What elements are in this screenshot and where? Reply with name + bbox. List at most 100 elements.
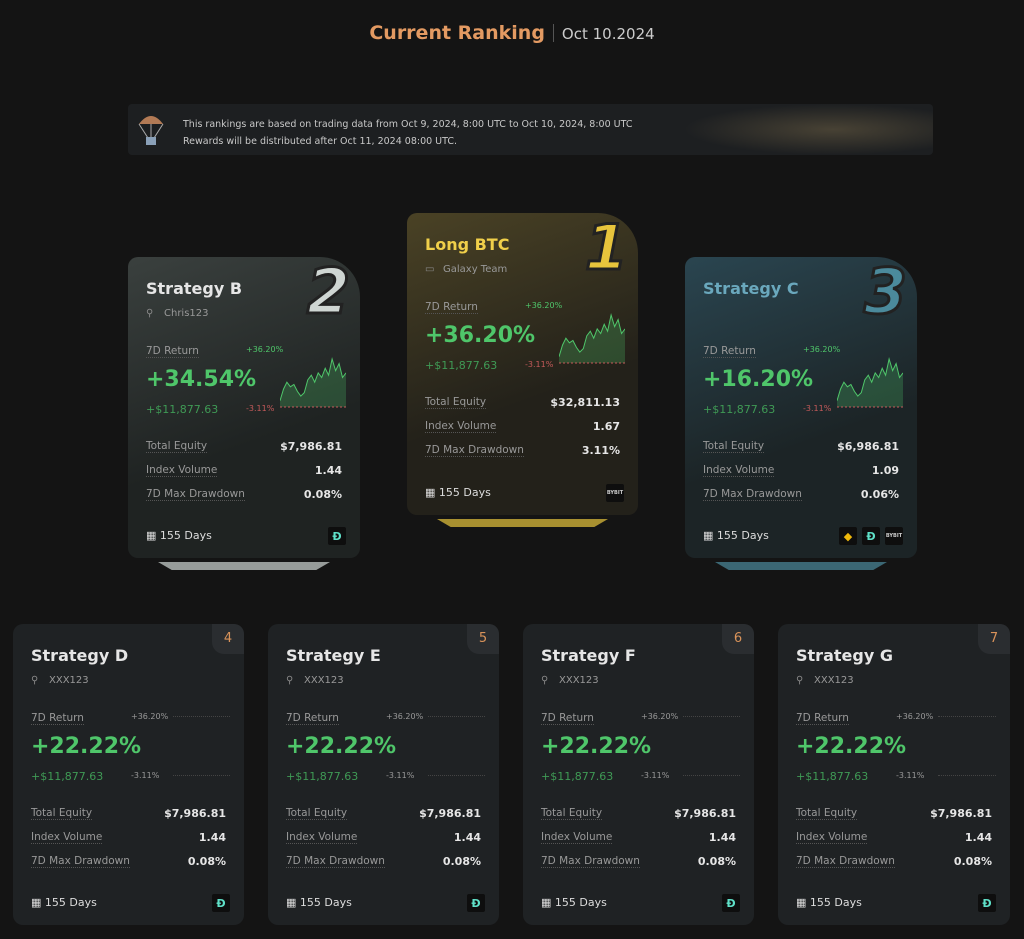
equity-value: $7,986.81 [280, 440, 342, 453]
user-icon: ⚲ [146, 308, 154, 319]
chart-high-label: +36.20% [896, 712, 934, 721]
drawdown-value: 0.08% [442, 855, 481, 868]
calendar-icon: ▦ [541, 896, 555, 909]
ranking-date: Oct 10.2024 [561, 25, 655, 43]
volume-value: 1.44 [453, 831, 481, 844]
d-coin-icon[interactable]: Đ [328, 527, 346, 545]
volume-label[interactable]: Index Volume [31, 831, 103, 844]
chart-low-label: -3.11% [525, 360, 554, 369]
running-days: ▦ 155 Days [541, 896, 607, 909]
drawdown-label[interactable]: 7D Max Drawdown [703, 488, 802, 501]
podium-base [158, 562, 330, 570]
d-coin-icon[interactable]: Đ [467, 894, 485, 912]
days-value: 155 Days [554, 896, 607, 909]
podium-base [715, 562, 887, 570]
drawdown-label[interactable]: 7D Max Drawdown [146, 488, 245, 501]
rank-number: 3 [862, 254, 908, 330]
volume-label[interactable]: Index Volume [286, 831, 358, 844]
strategy-name: Long BTC [425, 235, 510, 254]
strategy-card[interactable]: 3 Strategy C 7D Return +16.20% +$11,877.63… [685, 254, 917, 570]
chart-low-line [428, 775, 485, 776]
return-label[interactable]: 7D Return [31, 712, 84, 725]
drawdown-value: 3.11% [581, 444, 620, 457]
owner-name: XXX123 [814, 675, 854, 686]
pnl-value: +$11,877.63 [541, 770, 614, 783]
return-label[interactable]: 7D Return [425, 301, 478, 314]
return-label[interactable]: 7D Return [286, 712, 339, 725]
drawdown-label[interactable]: 7D Max Drawdown [286, 855, 385, 868]
return-sparkline [280, 357, 346, 408]
strategy-owner: ⚲ Chris123 [146, 308, 209, 319]
equity-label[interactable]: Total Equity [425, 396, 487, 409]
pnl-value: +$11,877.63 [286, 770, 359, 783]
exchange-list: BYBIT [606, 484, 624, 502]
d-coin-icon[interactable]: Đ [722, 894, 740, 912]
volume-label[interactable]: Index Volume [146, 464, 218, 477]
chart-high-line [683, 716, 740, 717]
volume-value: 1.44 [708, 831, 736, 844]
volume-value: 1.44 [964, 831, 992, 844]
volume-label[interactable]: Index Volume [796, 831, 868, 844]
return-label[interactable]: 7D Return [541, 712, 594, 725]
chart-low-label: -3.11% [803, 404, 832, 413]
return-value: +22.22% [796, 734, 907, 759]
return-sparkline [837, 357, 903, 408]
banner-line-1: This rankings are based on trading data … [183, 119, 633, 130]
chart-low-label: -3.11% [246, 404, 275, 413]
strategy-card[interactable]: 6 Strategy F ⚲ XXX123 7D Return +22.22% +$11… [523, 624, 754, 925]
equity-label[interactable]: Total Equity [703, 440, 765, 453]
return-label[interactable]: 7D Return [796, 712, 849, 725]
return-value: +34.54% [146, 367, 257, 392]
pnl-value: +$11,877.63 [703, 403, 776, 416]
equity-label[interactable]: Total Equity [31, 807, 93, 820]
drawdown-label[interactable]: 7D Max Drawdown [31, 855, 130, 868]
strategy-name: Strategy F [541, 646, 636, 665]
owner-name: XXX123 [49, 675, 89, 686]
exchange-list: Đ [722, 894, 740, 912]
strategy-name: Strategy B [146, 279, 243, 298]
calendar-icon: ▦ [286, 896, 300, 909]
calendar-icon: ▦ [796, 896, 810, 909]
strategy-owner: ▭ Galaxy Team [425, 264, 507, 275]
chart-low-label: -3.11% [131, 771, 160, 780]
equity-label[interactable]: Total Equity [286, 807, 348, 820]
binance-icon[interactable]: ◆ [839, 527, 857, 545]
chart-low-line [938, 775, 996, 776]
bybit-icon[interactable]: BYBIT [885, 527, 903, 545]
running-days: ▦ 155 Days [703, 529, 769, 542]
volume-label[interactable]: Index Volume [425, 420, 497, 433]
strategy-card[interactable]: 1 Long BTC ▭ Galaxy Team 7D Return +36.20% +… [407, 210, 638, 527]
equity-label[interactable]: Total Equity [541, 807, 603, 820]
drawdown-value: 0.06% [860, 488, 899, 501]
strategy-card[interactable]: 4 Strategy D ⚲ XXX123 7D Return +22.22% +$11… [13, 624, 244, 925]
return-label[interactable]: 7D Return [146, 345, 199, 358]
equity-value: $7,986.81 [419, 807, 481, 820]
return-value: +36.20% [425, 323, 536, 348]
d-coin-icon[interactable]: Đ [212, 894, 230, 912]
drawdown-label[interactable]: 7D Max Drawdown [425, 444, 524, 457]
strategy-card[interactable]: 2 Strategy B ⚲ Chris123 7D Return +34.54% +$… [128, 254, 360, 570]
d-coin-icon[interactable]: Đ [978, 894, 996, 912]
rank-badge: 4 [212, 624, 244, 654]
strategy-card[interactable]: 5 Strategy E ⚲ XXX123 7D Return +22.22% +$11… [268, 624, 499, 925]
volume-label[interactable]: Index Volume [703, 464, 775, 477]
return-sparkline [559, 313, 625, 364]
chart-low-label: -3.11% [641, 771, 670, 780]
running-days: ▦ 155 Days [146, 529, 212, 542]
chart-high-line [173, 716, 230, 717]
return-label[interactable]: 7D Return [703, 345, 756, 358]
equity-label[interactable]: Total Equity [146, 440, 208, 453]
pnl-value: +$11,877.63 [796, 770, 869, 783]
drawdown-label[interactable]: 7D Max Drawdown [541, 855, 640, 868]
running-days: ▦ 155 Days [796, 896, 862, 909]
drawdown-value: 0.08% [697, 855, 736, 868]
strategy-card[interactable]: 7 Strategy G ⚲ XXX123 7D Return +22.22% +$11… [778, 624, 1010, 925]
d-coin-icon[interactable]: Đ [862, 527, 880, 545]
bybit-icon[interactable]: BYBIT [606, 484, 624, 502]
drawdown-label[interactable]: 7D Max Drawdown [796, 855, 895, 868]
user-icon: ⚲ [286, 675, 294, 686]
strategy-owner: ⚲ XXX123 [541, 675, 599, 686]
volume-label[interactable]: Index Volume [541, 831, 613, 844]
equity-value: $7,986.81 [674, 807, 736, 820]
equity-label[interactable]: Total Equity [796, 807, 858, 820]
